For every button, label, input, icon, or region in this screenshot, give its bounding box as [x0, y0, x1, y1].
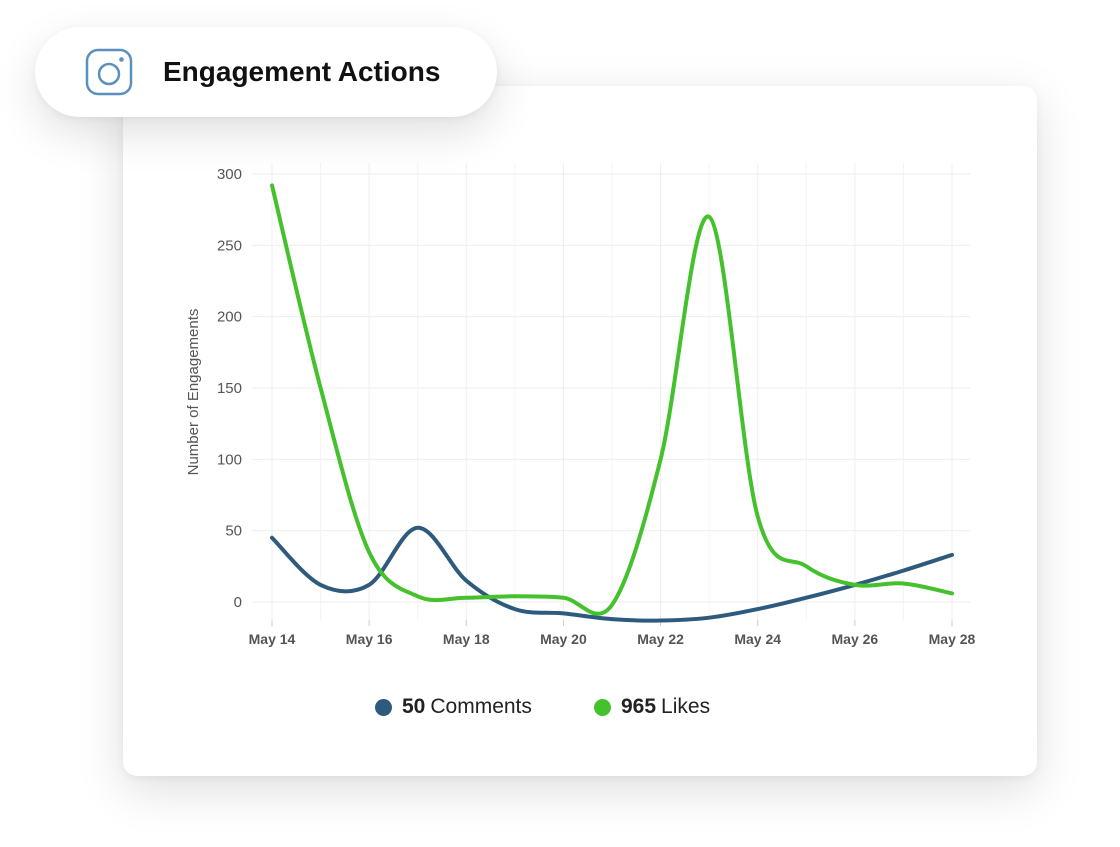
title-pill: Engagement Actions	[35, 27, 497, 117]
x-tick-label: May 26	[832, 631, 879, 647]
comments-label: Comments	[430, 695, 532, 718]
likes-count: 965	[621, 695, 657, 718]
y-tick-label: 200	[217, 309, 242, 326]
x-tick-label: May 22	[637, 631, 684, 647]
x-tick-label: May 28	[929, 631, 976, 647]
y-axis-label: Number of Engagements	[185, 309, 202, 476]
y-tick-label: 250	[217, 237, 242, 254]
comments-count: 50	[402, 695, 426, 718]
x-tick-label: May 16	[346, 631, 393, 647]
y-tick-label: 300	[217, 166, 242, 183]
y-tick-label: 50	[225, 523, 242, 540]
comments-legend-dot	[375, 698, 392, 716]
likes-line[interactable]	[270, 183, 954, 616]
likes-legend-dot	[594, 698, 611, 716]
x-tick-label: May 18	[443, 631, 490, 647]
likes-label: Likes	[661, 695, 711, 718]
legend-item-likes[interactable]: 965 Likes	[594, 694, 710, 720]
legend-item-comments[interactable]: 50 Comments	[375, 694, 532, 720]
y-tick-label: 100	[217, 451, 242, 468]
x-tick-label: May 20	[540, 631, 587, 647]
y-tick-label: 0	[234, 594, 242, 611]
y-tick-label: 150	[217, 380, 242, 397]
x-tick-label: May 14	[249, 631, 296, 647]
page-title: Engagement Actions	[163, 56, 441, 87]
instagram-icon	[85, 48, 133, 96]
x-tick-label: May 24	[734, 631, 781, 647]
comments-line[interactable]	[270, 525, 954, 623]
